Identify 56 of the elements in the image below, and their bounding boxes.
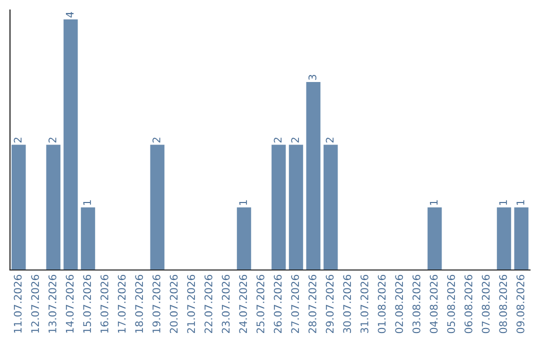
x-tick-label: 15.07.2026 — [83, 274, 92, 333]
data-label: 2 — [291, 138, 299, 143]
x-tick-label: 22.07.2026 — [204, 274, 212, 334]
data-label: 2 — [274, 138, 282, 143]
x-tick-label: 03.08.2026 — [412, 274, 420, 334]
bar — [288, 144, 304, 270]
x-tick-label: 31.07.2026 — [360, 274, 368, 334]
x-tick-label: 30.07.2026 — [343, 274, 352, 334]
x-tick-label: 13.07.2026 — [48, 274, 56, 333]
x-tick-label: 28.07.2026 — [308, 274, 316, 334]
data-label: 2 — [48, 138, 56, 143]
x-tick-label: 04.08.2026 — [430, 274, 438, 334]
x-tick-label: 11.07.2026 — [14, 274, 22, 333]
data-label: 1 — [430, 200, 438, 205]
bar — [64, 19, 78, 270]
bar — [46, 144, 60, 270]
x-tick-label: 02.08.2026 — [395, 274, 404, 334]
x-tick-label: 12.07.2026 — [31, 274, 40, 333]
data-label: 1 — [516, 200, 524, 205]
data-label: 4 — [66, 12, 74, 18]
x-tick-label: 21.07.2026 — [187, 274, 196, 334]
x-tick-label: 08.08.2026 — [499, 274, 508, 334]
bar — [12, 144, 26, 270]
x-tick-label: 09.08.2026 — [516, 274, 524, 334]
x-tick-label: 14.07.2026 — [66, 274, 74, 333]
data-label: 2 — [326, 138, 334, 143]
x-tick-label: 05.08.2026 — [447, 274, 456, 334]
bar — [514, 207, 528, 270]
x-tick-label: 26.07.2026 — [274, 274, 282, 334]
x-tick-label: 25.07.2026 — [256, 274, 264, 334]
data-label: 3 — [308, 74, 316, 80]
x-tick-label: 19.07.2026 — [152, 274, 160, 333]
x-tick-label: 17.07.2026 — [118, 274, 126, 333]
x-tick-label: 23.07.2026 — [222, 274, 230, 334]
x-tick-label: 27.07.2026 — [291, 274, 300, 334]
x-tick-label: 01.08.2026 — [378, 274, 386, 334]
x-tick-label: 16.07.2026 — [100, 274, 108, 333]
x-tick-label: 06.08.2026 — [464, 274, 472, 334]
bar — [428, 207, 442, 270]
bar — [80, 207, 96, 270]
data-label: 1 — [499, 200, 507, 205]
bar — [324, 144, 338, 270]
data-label: 1 — [239, 200, 247, 205]
data-label: 2 — [14, 138, 22, 143]
x-tick-label: 18.07.2026 — [135, 274, 144, 333]
data-label: 1 — [83, 200, 91, 205]
x-tick-label: 07.08.2026 — [482, 274, 490, 334]
x-tick-label: 29.07.2026 — [326, 274, 334, 334]
x-tick-label: 24.07.2026 — [239, 274, 248, 334]
bar — [306, 82, 320, 270]
data-label: 2 — [152, 138, 160, 143]
bar — [272, 144, 286, 270]
bar — [236, 207, 252, 270]
bar — [496, 207, 512, 270]
bar — [150, 144, 164, 270]
x-tick-label: 20.07.2026 — [170, 274, 178, 334]
